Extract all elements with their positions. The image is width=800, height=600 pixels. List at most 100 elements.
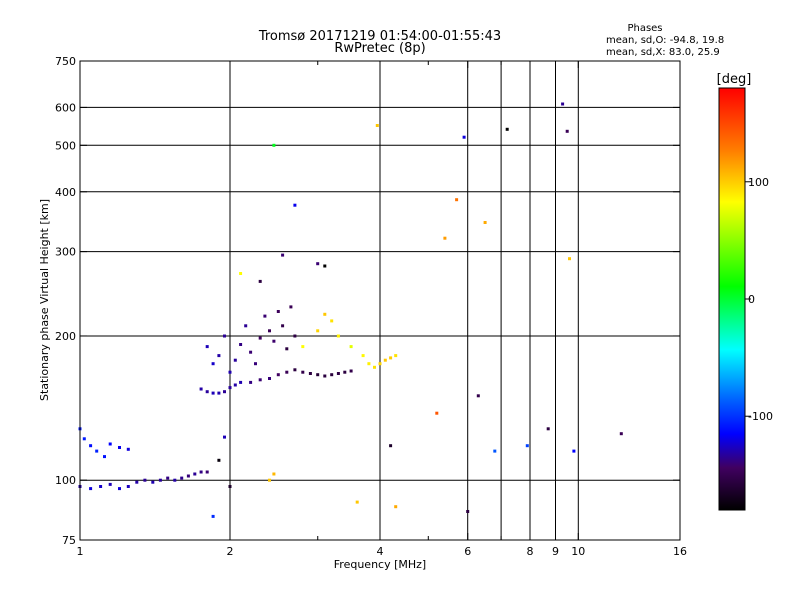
y-tick-label: 600 xyxy=(55,101,76,114)
data-point xyxy=(228,386,232,390)
data-point xyxy=(263,314,267,318)
data-point xyxy=(462,135,466,139)
data-point xyxy=(205,470,209,474)
data-point xyxy=(166,476,170,480)
y-tick-label: 750 xyxy=(55,55,76,68)
data-point xyxy=(143,478,147,482)
x-axis-ticks: 1 2 4 6 8 9 10 16 xyxy=(77,61,687,558)
data-point xyxy=(95,449,99,453)
data-point xyxy=(435,411,439,415)
x-tick-label: 8 xyxy=(527,545,534,558)
data-point xyxy=(211,514,215,518)
data-point xyxy=(268,478,271,482)
data-point xyxy=(268,377,271,380)
data-point xyxy=(505,127,509,131)
data-point xyxy=(394,354,398,358)
stats-x: mean, sd,X: 83.0, 25.9 xyxy=(606,47,720,58)
data-point xyxy=(349,369,353,373)
data-point xyxy=(126,447,130,451)
data-point xyxy=(572,449,576,453)
data-point xyxy=(205,390,209,394)
data-point xyxy=(330,373,334,377)
data-point xyxy=(228,370,232,374)
data-point xyxy=(323,374,327,378)
data-point xyxy=(349,345,353,349)
x-tick-label: 10 xyxy=(571,545,585,558)
x-tick-label: 4 xyxy=(377,545,384,558)
data-point xyxy=(199,387,203,391)
data-point xyxy=(276,310,280,313)
data-point xyxy=(186,474,190,478)
data-point xyxy=(205,345,209,349)
data-point xyxy=(223,390,226,394)
data-point xyxy=(389,356,393,360)
data-point xyxy=(565,129,569,133)
y-tick-label: 100 xyxy=(55,474,76,487)
y-tick-label: 75 xyxy=(62,534,76,547)
y-tick-label: 400 xyxy=(55,186,76,199)
data-point xyxy=(361,354,365,358)
data-point xyxy=(281,253,285,257)
data-point xyxy=(228,485,232,488)
data-point xyxy=(254,362,257,366)
grid-lines xyxy=(80,61,680,540)
x-tick-label: 9 xyxy=(552,545,559,558)
data-point xyxy=(258,336,262,340)
colorbar-tick-label: -100 xyxy=(748,410,773,423)
data-point xyxy=(276,373,280,377)
data-point xyxy=(233,358,237,362)
data-point xyxy=(336,334,340,338)
data-point xyxy=(367,362,371,366)
colorbar-tick-label: 0 xyxy=(748,293,755,306)
data-point xyxy=(323,312,327,316)
data-point xyxy=(443,236,447,240)
data-point xyxy=(217,458,221,462)
data-point xyxy=(99,485,103,488)
stats-o: mean, sd,O: -94.8, 19.8 xyxy=(606,35,724,46)
data-point xyxy=(89,444,93,448)
x-tick-label: 2 xyxy=(227,545,234,558)
phases-header: Phases xyxy=(627,23,662,34)
data-point xyxy=(135,480,139,484)
data-point xyxy=(483,221,487,224)
data-point xyxy=(476,394,480,398)
data-point xyxy=(394,505,398,509)
data-point xyxy=(281,324,285,328)
data-point xyxy=(330,319,334,323)
data-point xyxy=(239,272,243,275)
data-point xyxy=(126,485,130,488)
x-tick-label: 1 xyxy=(77,545,84,558)
data-point xyxy=(249,380,253,384)
data-point xyxy=(301,370,305,374)
colorbar-tick-label: 100 xyxy=(748,176,769,189)
data-point xyxy=(103,455,106,459)
data-point xyxy=(293,203,297,207)
data-point xyxy=(272,143,276,147)
data-point xyxy=(619,432,623,436)
data-point xyxy=(199,470,203,474)
data-point xyxy=(258,279,262,283)
data-point xyxy=(293,334,297,338)
data-point xyxy=(293,368,297,372)
data-point xyxy=(493,449,497,453)
data-point xyxy=(561,102,565,106)
data-point xyxy=(193,472,197,476)
chart-title: Tromsø 20171219 01:54:00-01:55:43 xyxy=(258,29,501,44)
data-point xyxy=(244,324,248,328)
data-point xyxy=(217,391,221,395)
data-point xyxy=(223,435,226,439)
y-tick-label: 300 xyxy=(55,246,76,259)
colorbar xyxy=(718,87,746,511)
data-point xyxy=(233,383,237,387)
data-point xyxy=(336,372,340,375)
data-point xyxy=(180,476,184,480)
data-point xyxy=(455,198,459,202)
data-point xyxy=(118,487,121,491)
data-point xyxy=(301,345,305,349)
y-axis-label: Stationary phase Virtual Height [km] xyxy=(38,199,51,401)
data-points xyxy=(78,102,623,518)
data-point xyxy=(268,329,271,333)
colorbar-label: [deg] xyxy=(717,72,752,87)
data-point xyxy=(289,305,293,309)
data-point xyxy=(258,378,262,382)
